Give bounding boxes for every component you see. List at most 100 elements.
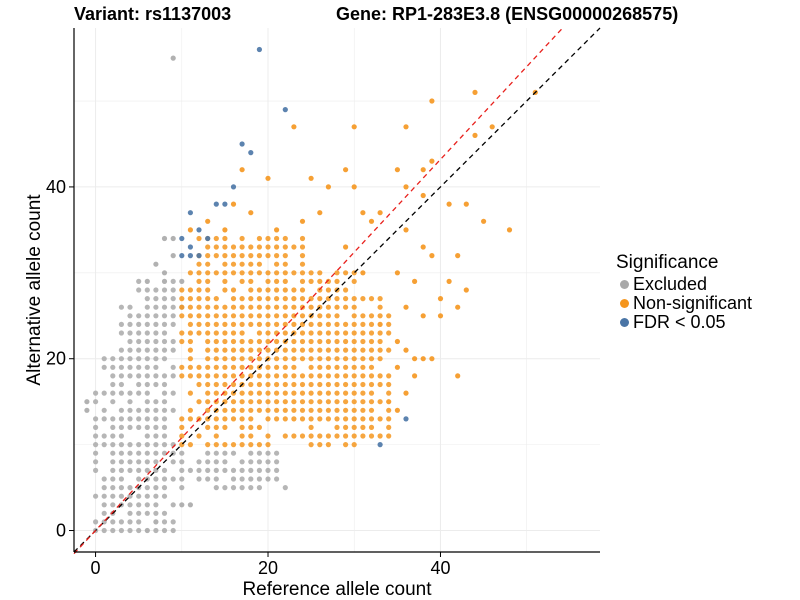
y-tick-label: 20 [46,349,66,369]
point-non-significant [377,321,383,327]
point-non-significant [412,373,418,379]
point-fdr-0-05 [205,235,211,242]
point-excluded [274,459,280,465]
point-non-significant [213,390,219,396]
point-non-significant [222,261,228,267]
point-non-significant [239,416,245,422]
point-excluded [118,493,124,499]
point-excluded [127,373,133,379]
point-non-significant [196,313,202,319]
point-non-significant [325,381,331,388]
point-non-significant [386,424,392,430]
point-non-significant [360,347,366,353]
point-excluded [144,510,150,516]
point-non-significant [308,338,314,345]
point-non-significant [222,356,228,362]
diagonal-reference-line [73,27,601,553]
point-non-significant [230,304,237,310]
point-non-significant [351,338,357,345]
point-non-significant [222,416,228,422]
point-non-significant [205,381,211,388]
point-non-significant [256,399,262,405]
point-non-significant [213,381,219,388]
point-non-significant [179,304,185,310]
point-excluded [256,476,262,482]
point-non-significant [282,270,288,276]
point-excluded [153,519,159,525]
point-excluded [153,424,159,430]
point-excluded [110,450,116,456]
point-excluded [153,321,159,327]
point-excluded [274,467,280,473]
point-non-significant [446,278,452,284]
point-non-significant [187,321,193,327]
point-non-significant [222,424,228,430]
point-non-significant [248,424,254,430]
point-excluded [161,390,168,396]
point-non-significant [248,416,254,422]
point-non-significant [351,399,357,405]
point-non-significant [248,287,254,293]
point-non-significant [420,313,426,319]
point-excluded [170,55,176,61]
point-non-significant [334,373,340,379]
point-non-significant [412,278,418,284]
point-non-significant [291,338,297,345]
point-non-significant [403,124,409,130]
point-non-significant [248,442,254,448]
point-non-significant [222,347,228,353]
point-non-significant [308,175,314,181]
point-non-significant [230,338,237,345]
point-non-significant [282,321,288,327]
point-excluded [179,459,185,465]
point-excluded [179,278,185,284]
point-non-significant [360,313,366,319]
point-non-significant [368,313,375,319]
point-non-significant [317,381,323,388]
point-excluded [93,442,99,448]
point-non-significant [282,407,288,413]
point-excluded [230,467,237,473]
point-excluded [170,296,176,302]
point-excluded [118,476,124,482]
point-excluded [118,321,124,327]
point-non-significant [256,313,262,319]
point-excluded [110,433,116,439]
point-non-significant [205,313,211,319]
point-non-significant [187,270,193,276]
point-non-significant [248,356,254,362]
point-non-significant [265,416,271,422]
point-non-significant [317,390,323,396]
point-non-significant [256,253,262,259]
point-excluded [144,502,150,508]
point-non-significant [377,433,383,439]
point-non-significant [196,399,202,405]
point-excluded [127,416,133,422]
point-non-significant [343,390,349,396]
point-non-significant [360,270,366,276]
point-excluded [110,502,116,508]
point-excluded [161,381,168,388]
point-non-significant [274,338,280,345]
point-non-significant [308,278,314,284]
point-excluded [118,467,124,473]
point-excluded [153,407,159,413]
point-fdr-0-05 [230,184,237,190]
point-non-significant [325,433,331,439]
point-non-significant [256,304,262,310]
point-non-significant [274,253,280,259]
point-excluded [101,502,107,508]
point-non-significant [343,167,349,173]
point-non-significant [308,321,314,327]
point-non-significant [325,373,331,379]
point-non-significant [386,321,392,327]
point-non-significant [196,287,202,293]
point-non-significant [230,261,237,267]
point-excluded [153,381,159,388]
point-non-significant [282,356,288,362]
point-excluded [179,502,185,508]
point-non-significant [308,407,314,413]
point-excluded [101,510,107,516]
point-non-significant [334,407,340,413]
point-excluded [110,442,116,448]
